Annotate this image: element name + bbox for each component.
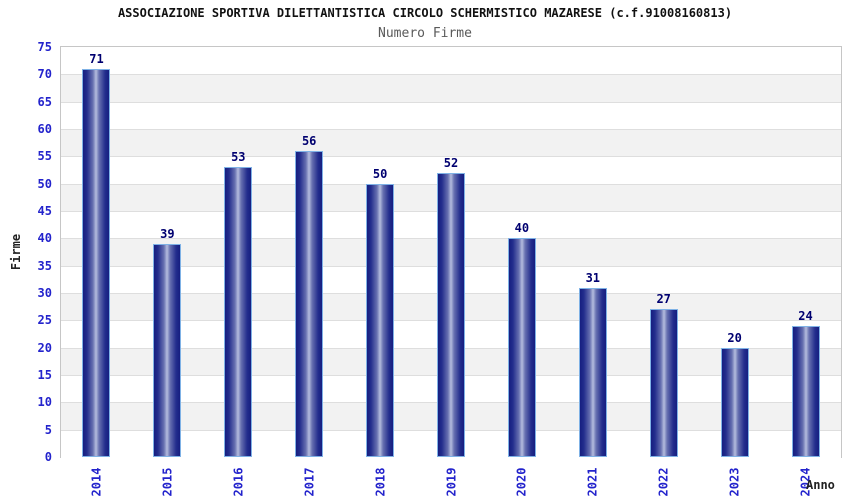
x-axis-title: Anno — [806, 478, 835, 492]
bar-value-label: 24 — [798, 309, 813, 323]
x-tick-text: 2016 — [231, 467, 246, 497]
y-tick-label: 0 — [44, 450, 52, 464]
bar-value-label: 20 — [727, 331, 742, 345]
chart-title: ASSOCIAZIONE SPORTIVA DILETTANTISTICA CI… — [117, 6, 733, 20]
bar-2021 — [579, 288, 607, 457]
bar-value-label: 27 — [656, 292, 671, 306]
x-tick-label-2022: 2022 — [644, 460, 684, 500]
bar-2017 — [295, 151, 323, 457]
grid-band — [61, 74, 841, 103]
bar-value-label: 53 — [231, 150, 246, 164]
y-tick-label: 75 — [37, 40, 52, 54]
bar-value-label: 31 — [585, 271, 601, 285]
bar-value-label: 39 — [160, 227, 175, 241]
x-tick-label-2014: 2014 — [77, 460, 117, 500]
bar-2014 — [82, 69, 110, 457]
bar-value-label: 52 — [443, 156, 459, 170]
x-tick-text: 2014 — [89, 467, 104, 497]
grid-band — [61, 101, 841, 130]
grid-band — [61, 47, 841, 75]
y-tick-label: 10 — [37, 395, 52, 410]
x-tick-label-2016: 2016 — [218, 460, 258, 500]
bar-2016 — [224, 167, 252, 457]
y-tick-label: 40 — [37, 231, 52, 246]
bar-2015 — [153, 244, 181, 457]
y-tick-label: 55 — [37, 149, 52, 164]
bar-value-label: 71 — [89, 52, 104, 66]
bar-2023 — [721, 348, 749, 457]
bar-value-label: 40 — [514, 221, 530, 235]
y-tick-label: 45 — [37, 204, 52, 218]
bar-2024 — [792, 326, 820, 457]
x-tick-text: 2018 — [373, 467, 388, 497]
bar-value-label: 56 — [301, 134, 317, 148]
y-tick-label: 60 — [37, 122, 52, 136]
bar-2018 — [366, 184, 394, 457]
x-tick-text: 2020 — [514, 467, 529, 497]
bar-value-label: 50 — [372, 167, 388, 181]
x-tick-text: 2017 — [302, 467, 317, 497]
x-tick-text: 2022 — [656, 467, 671, 497]
x-tick-text: 2023 — [727, 467, 742, 497]
x-tick-label-2019: 2019 — [431, 460, 471, 500]
y-tick-label: 30 — [37, 286, 52, 300]
x-tick-text: 2019 — [444, 467, 458, 497]
x-tick-text: 2021 — [585, 467, 600, 497]
bar-2022 — [650, 309, 678, 457]
x-tick-label-2020: 2020 — [502, 460, 542, 500]
grid-band — [61, 129, 841, 158]
x-tick-label-2021: 2021 — [573, 460, 613, 500]
y-tick-label: 5 — [44, 422, 52, 437]
y-tick-label: 25 — [37, 313, 52, 328]
plot-area — [60, 46, 842, 458]
bar-2020 — [508, 238, 536, 457]
y-tick-label: 15 — [37, 368, 52, 382]
y-tick-label: 70 — [37, 67, 52, 82]
x-tick-label-2015: 2015 — [147, 460, 187, 500]
x-tick-label-2018: 2018 — [360, 460, 400, 500]
x-tick-text: 2015 — [160, 467, 175, 497]
bar-2019 — [437, 173, 465, 457]
y-tick-label: 65 — [37, 94, 52, 109]
chart-subtitle: Numero Firme — [378, 26, 472, 41]
y-tick-label: 50 — [37, 176, 52, 191]
y-tick-label: 20 — [37, 340, 52, 355]
x-tick-label-2023: 2023 — [715, 460, 755, 500]
x-tick-label-2017: 2017 — [289, 460, 329, 500]
y-tick-label: 35 — [37, 258, 52, 273]
